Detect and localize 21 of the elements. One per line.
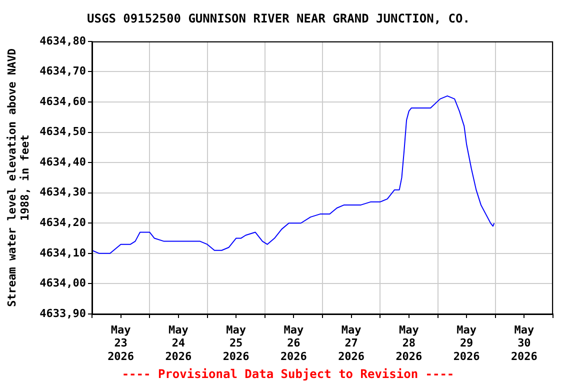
y-tick-label: 4634,80 xyxy=(40,34,86,48)
x-tick-label: May 30 2026 xyxy=(510,323,538,363)
x-tick-label: May 24 2026 xyxy=(165,323,192,363)
x-tick-label: May 28 2026 xyxy=(396,323,423,363)
text: ---- Provisional Data Subject to Revision ---- xyxy=(122,367,454,382)
y-tick-label: 4633,90 xyxy=(40,306,86,320)
y-tick-label: 4634,70 xyxy=(40,64,86,78)
y-tick-label: 4634,60 xyxy=(40,94,86,108)
x-tick-label: May 23 2026 xyxy=(108,323,134,363)
y-tick-label: 4634,00 xyxy=(40,276,86,290)
y-axis-title: Stream water level elevation above NAVD 1988, in feet xyxy=(5,48,32,307)
y-tick-label: 4634,20 xyxy=(40,216,86,229)
chart-title: USGS 09152500 GUNNISON RIVER NEAR GRAND JUNCTION, CO. xyxy=(87,11,470,26)
x-tick-label: May 29 2026 xyxy=(453,323,480,363)
y-tick-label: 4634,30 xyxy=(40,186,86,199)
y-tick-label: 4634,10 xyxy=(40,246,86,260)
y-tick-label: 4634,50 xyxy=(40,125,86,138)
x-tick-label: May 25 2026 xyxy=(222,323,250,363)
y-tick-label: 4634,40 xyxy=(40,155,86,168)
x-tick-label: May 26 2026 xyxy=(280,323,308,363)
x-tick-label: May 27 2026 xyxy=(338,323,365,363)
